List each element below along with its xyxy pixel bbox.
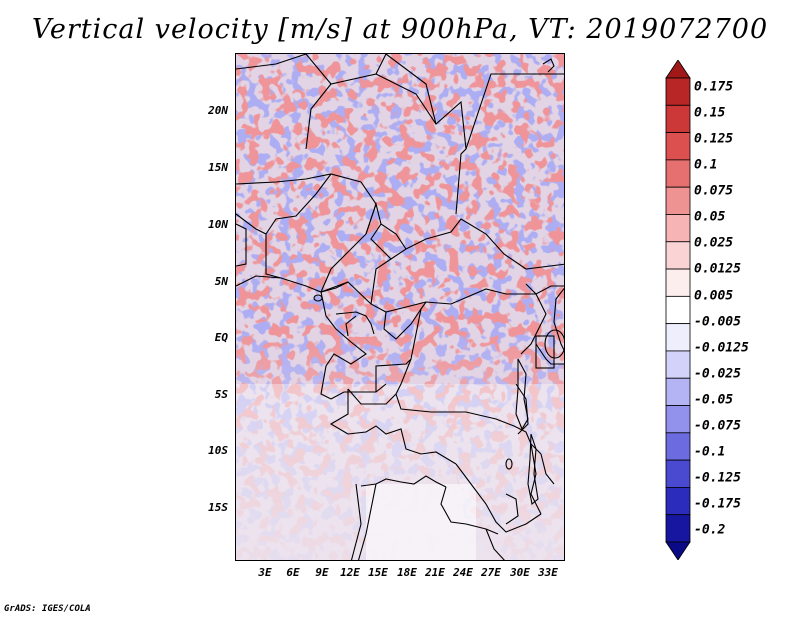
colorbar-swatch-12 xyxy=(665,377,691,406)
lon-label-9e: 9E xyxy=(315,566,329,579)
lon-label-3e: 3E xyxy=(258,566,272,579)
lon-label-15e: 15E xyxy=(368,566,388,579)
plot-title: Vertical velocity [m/s] at 900hPa, VT: 2… xyxy=(31,14,769,45)
colorbar-label-17: -0.2 xyxy=(694,522,726,538)
colorbar-label-4: 0.075 xyxy=(694,183,734,199)
colorbar-swatch-13 xyxy=(665,405,691,434)
lon-label-6e: 6E xyxy=(286,566,300,579)
lat-label-5n: 5N xyxy=(214,275,228,288)
colorbar-swatch-8 xyxy=(665,268,691,297)
colorbar-swatch-4 xyxy=(665,159,691,188)
colorbar-swatch-18 xyxy=(665,541,691,560)
colorbar xyxy=(665,60,691,560)
colorbar-swatch-2 xyxy=(665,104,691,133)
colorbar-label-12: -0.05 xyxy=(694,392,734,408)
lat-label-10s: 10S xyxy=(208,444,228,457)
colorbar-swatch-11 xyxy=(665,350,691,379)
lat-label-10n: 10N xyxy=(208,218,228,231)
colorbar-swatch-10 xyxy=(665,323,691,352)
colorbar-swatch-1 xyxy=(665,77,691,106)
colorbar-swatch-6 xyxy=(665,214,691,243)
lat-label-20n: 20N xyxy=(208,104,228,117)
colorbar-label-8: 0.005 xyxy=(694,288,734,304)
country-borders xyxy=(236,54,564,560)
colorbar-label-16: -0.175 xyxy=(694,496,741,512)
velocity-field-svg xyxy=(236,54,564,560)
velocity-map xyxy=(235,53,565,561)
lat-label-15n: 15N xyxy=(208,161,228,174)
lon-label-24e: 24E xyxy=(453,566,473,579)
colorbar-label-2: 0.125 xyxy=(694,131,734,147)
colorbar-swatch-0 xyxy=(665,60,691,79)
lake-outlines xyxy=(313,294,564,506)
velocity-contours xyxy=(236,54,564,560)
colorbar-label-0: 0.175 xyxy=(694,79,734,95)
lon-label-27e: 27E xyxy=(481,566,501,579)
lat-label-eq: EQ xyxy=(214,331,228,344)
colorbar-label-7: 0.0125 xyxy=(694,261,741,277)
colorbar-label-13: -0.075 xyxy=(694,418,741,434)
colorbar-swatch-3 xyxy=(665,132,691,161)
colorbar-label-9: -0.005 xyxy=(694,314,741,330)
colorbar-swatch-9 xyxy=(665,295,691,325)
colorbar-swatch-17 xyxy=(665,514,691,543)
lon-label-30e: 30E xyxy=(510,566,530,579)
lon-label-21e: 21E xyxy=(425,566,445,579)
colorbar-label-5: 0.05 xyxy=(694,209,726,225)
colorbar-label-6: 0.025 xyxy=(694,235,734,251)
colorbar-label-3: 0.1 xyxy=(694,157,718,173)
lat-label-5s: 5S xyxy=(214,388,228,401)
lon-label-12e: 12E xyxy=(340,566,360,579)
colorbar-label-1: 0.15 xyxy=(694,105,726,121)
colorbar-swatch-14 xyxy=(665,432,691,461)
colorbar-swatch-16 xyxy=(665,487,691,516)
colorbar-swatch-15 xyxy=(665,459,691,488)
colorbar-swatch-7 xyxy=(665,241,691,270)
lon-label-33e: 33E xyxy=(538,566,558,579)
colorbar-label-14: -0.1 xyxy=(694,444,726,460)
colorbar-swatch-5 xyxy=(665,186,691,215)
credit-text: GrADS: IGES/COLA xyxy=(4,604,91,614)
lon-label-18e: 18E xyxy=(397,566,417,579)
colorbar-label-15: -0.125 xyxy=(694,470,741,486)
colorbar-label-11: -0.025 xyxy=(694,366,741,382)
colorbar-label-10: -0.0125 xyxy=(694,340,749,356)
lat-label-15s: 15S xyxy=(208,501,228,514)
